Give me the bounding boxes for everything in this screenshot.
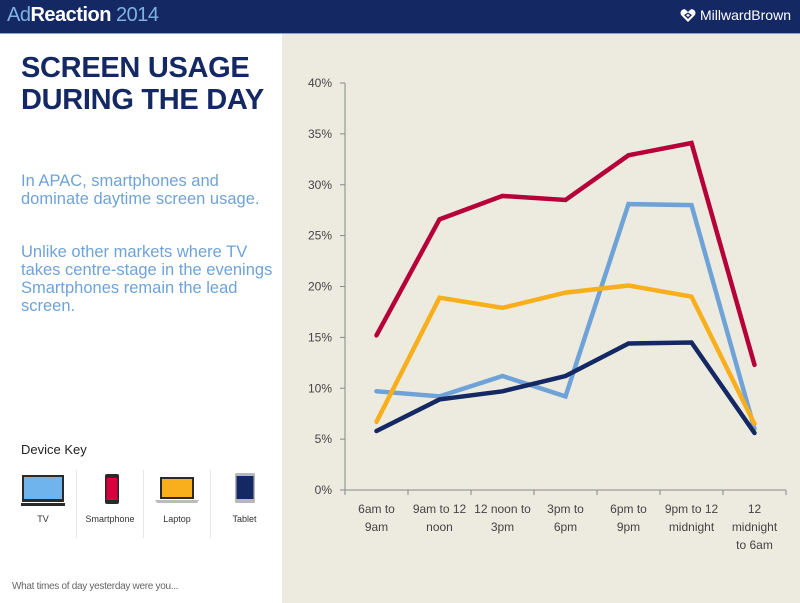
header-bar: AdReaction 2014 MillwardBrown	[0, 0, 800, 33]
device-laptop: Laptop	[144, 470, 211, 538]
y-tick-label: 40%	[308, 76, 332, 90]
chart-axes: 0% 5% 10% 15% 20% 25% 30% 35% 40%	[308, 76, 787, 497]
header-divider	[0, 33, 800, 34]
device-smartphone: Smartphone	[77, 470, 144, 538]
chart-background	[282, 34, 800, 603]
y-tick-label: 10%	[308, 381, 332, 395]
brand-main: Reaction	[30, 4, 111, 26]
device-label: Laptop	[163, 514, 191, 524]
device-label: TV	[37, 514, 49, 524]
x-tick-label: 9pm to 12 midnight	[665, 502, 719, 534]
y-tick-label: 5%	[315, 432, 333, 446]
x-tick-label: 12 noon to 3pm	[474, 502, 531, 534]
line-chart: 0% 5% 10% 15% 20% 25% 30% 35% 40% 6am to 9am 9am t…	[308, 76, 787, 552]
device-key-title: Device Key	[21, 442, 87, 457]
x-tick-label: 6pm to 9pm	[610, 502, 647, 534]
series-line-tv	[374, 201, 757, 432]
millward-brown-logo: MillwardBrown	[680, 7, 791, 23]
series-line-tablet	[374, 340, 757, 436]
brand-prefix: Ad	[7, 4, 31, 26]
heart-diamond-icon	[680, 8, 696, 22]
series-line-smartphone	[374, 140, 757, 368]
intro-paragraph: In APAC, smartphones and dominate daytim…	[21, 172, 260, 208]
x-tick-label: 9am to 12 noon	[413, 502, 467, 534]
y-tick-label: 35%	[308, 127, 332, 141]
device-label: Smartphone	[85, 514, 135, 524]
y-tick-label: 15%	[308, 330, 332, 344]
page-title: SCREEN USAGE DURING THE DAY	[21, 52, 281, 116]
left-panel: SCREEN USAGE DURING THE DAY In APAC, sma…	[0, 34, 282, 603]
detail-paragraph: Unlike other markets where TV takes cent…	[21, 243, 273, 315]
device-key: TV Smartphone Laptop Tablet	[10, 470, 280, 538]
logo-text: MillwardBrown	[699, 7, 791, 23]
tv-icon	[21, 475, 65, 506]
device-label: Tablet	[232, 514, 257, 524]
smartphone-icon	[105, 474, 119, 504]
title-line-2: DURING THE DAY	[21, 84, 264, 116]
y-tick-label: 20%	[308, 280, 332, 294]
tablet-icon	[235, 473, 255, 503]
y-tick-label: 30%	[308, 178, 332, 192]
device-tv: TV	[10, 470, 77, 538]
brand-title: AdReaction 2014	[7, 4, 159, 27]
x-tick-label: 12 midnight to 6am	[732, 502, 778, 552]
y-tick-label: 25%	[308, 229, 332, 243]
laptop-icon	[155, 477, 199, 503]
chart-series	[374, 140, 757, 436]
device-tablet: Tablet	[211, 470, 278, 538]
x-tick-label: 6am to 9am	[358, 502, 395, 534]
y-tick-label: 0%	[315, 483, 333, 497]
x-tick-label: 3pm to 6pm	[547, 502, 584, 534]
title-line-1: SCREEN USAGE	[21, 52, 250, 84]
brand-year: 2014	[116, 4, 159, 26]
footer-question: What times of day yesterday were you...	[12, 581, 179, 592]
